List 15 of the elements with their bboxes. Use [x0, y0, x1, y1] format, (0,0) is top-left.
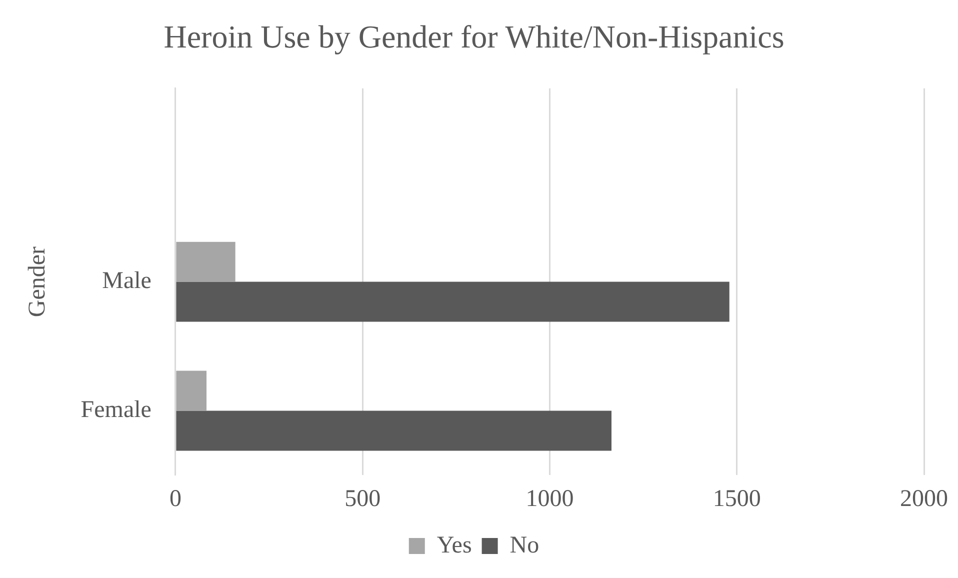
- bar: [176, 410, 612, 451]
- bar: [176, 370, 207, 411]
- x-tick-label: 0: [169, 486, 182, 512]
- y-tick-label: Male: [102, 268, 152, 294]
- y-axis-title: Gender: [24, 246, 51, 318]
- bar: [176, 282, 730, 322]
- x-tick-label: 1000: [526, 486, 574, 512]
- legend-label: Yes: [436, 532, 472, 558]
- bar: [176, 242, 236, 282]
- legend-label: No: [510, 532, 540, 558]
- x-tick-label: 1500: [712, 486, 761, 512]
- chart-title: Heroin Use by Gender for White/Non-Hispanics: [164, 18, 784, 55]
- y-tick-label: Female: [80, 397, 152, 424]
- x-tick-label: 500: [344, 486, 381, 512]
- x-tick-label: 2000: [900, 486, 948, 512]
